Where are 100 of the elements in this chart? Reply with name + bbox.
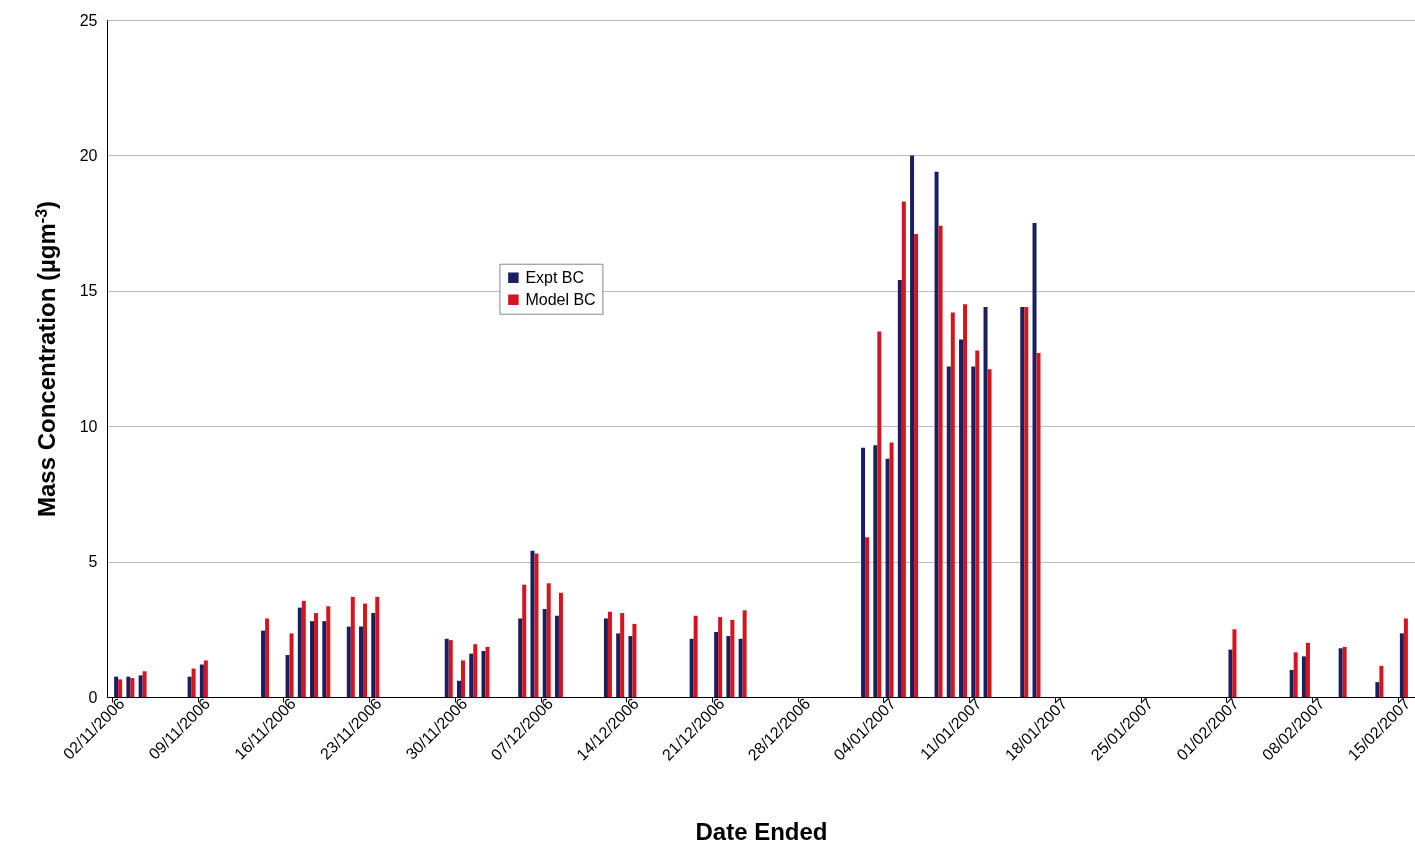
y-tick-label: 15	[79, 282, 98, 300]
bar	[1024, 307, 1029, 697]
bar	[314, 613, 319, 697]
bar	[460, 660, 465, 697]
bar	[861, 447, 866, 697]
bar	[742, 610, 747, 697]
bar	[448, 640, 453, 697]
bar	[987, 369, 992, 697]
bar	[534, 553, 539, 697]
bar	[350, 596, 355, 697]
bar	[628, 636, 633, 697]
bar	[963, 304, 968, 697]
bar	[910, 155, 915, 697]
bar	[950, 312, 955, 697]
bar	[363, 603, 368, 697]
bar	[485, 646, 490, 697]
bar	[481, 650, 486, 697]
bar	[118, 679, 123, 697]
bar	[632, 623, 637, 697]
bar	[558, 592, 563, 697]
bar	[187, 676, 192, 697]
bar	[718, 617, 723, 697]
bar	[261, 630, 266, 697]
bar	[983, 307, 988, 697]
bar	[1403, 618, 1408, 697]
bar	[603, 618, 608, 697]
bar	[1232, 629, 1237, 697]
bar	[946, 366, 951, 697]
bar	[1399, 633, 1404, 697]
y-tick-label: 10	[79, 417, 98, 435]
bar	[546, 583, 551, 697]
bar	[1228, 649, 1233, 697]
bar	[1289, 669, 1294, 697]
bar	[456, 680, 461, 697]
bar	[730, 619, 735, 697]
bar	[126, 676, 131, 697]
bar	[607, 611, 612, 697]
bar	[873, 445, 878, 697]
bar	[191, 668, 196, 697]
bar	[914, 233, 919, 697]
bar	[897, 279, 902, 697]
bar	[616, 633, 621, 697]
bar	[322, 621, 327, 697]
bar	[371, 613, 376, 697]
bar	[326, 606, 331, 697]
bar	[1338, 648, 1343, 697]
bar	[1301, 656, 1306, 697]
bar	[620, 613, 625, 697]
bar	[301, 600, 306, 697]
bar	[265, 618, 270, 697]
x-axis-title: Date Ended	[695, 818, 828, 845]
bar	[1305, 642, 1310, 697]
legend-label: Expt BC	[525, 268, 585, 286]
bar	[297, 607, 302, 697]
bar	[889, 442, 894, 697]
y-tick-label: 5	[88, 553, 98, 571]
bar	[142, 671, 147, 697]
bar	[1342, 646, 1347, 697]
bar	[203, 660, 208, 697]
bar	[130, 678, 135, 697]
bar	[522, 584, 527, 697]
bar	[199, 664, 204, 697]
bar	[1293, 652, 1298, 697]
bar	[865, 537, 870, 697]
bar	[1020, 307, 1025, 697]
bar	[975, 350, 980, 697]
legend-label: Model BC	[525, 290, 596, 308]
bar	[934, 171, 939, 697]
bar	[971, 366, 976, 697]
bar	[693, 615, 698, 697]
bar	[289, 633, 294, 697]
bar	[285, 655, 290, 697]
bar	[114, 676, 119, 697]
bar	[1036, 353, 1041, 697]
bar	[1379, 665, 1384, 697]
bar	[714, 632, 719, 697]
bar	[1032, 223, 1037, 697]
bar	[469, 653, 474, 697]
bar	[901, 201, 906, 697]
bar	[346, 626, 351, 697]
y-tick-label: 25	[79, 11, 98, 29]
bar	[689, 638, 694, 697]
bar	[530, 550, 535, 697]
bar	[738, 638, 743, 697]
y-tick-label: 20	[79, 146, 98, 164]
bar	[375, 596, 380, 697]
bar	[444, 638, 449, 697]
bar	[726, 636, 731, 697]
bar	[473, 644, 478, 697]
bar	[518, 618, 523, 697]
bar	[938, 225, 943, 697]
bar	[885, 458, 890, 697]
bar	[1375, 682, 1380, 697]
bar	[554, 615, 559, 697]
bar	[138, 675, 143, 697]
bar	[310, 621, 315, 697]
bar	[542, 608, 547, 697]
bar	[877, 331, 882, 697]
bar	[959, 339, 964, 697]
bar	[359, 626, 364, 697]
